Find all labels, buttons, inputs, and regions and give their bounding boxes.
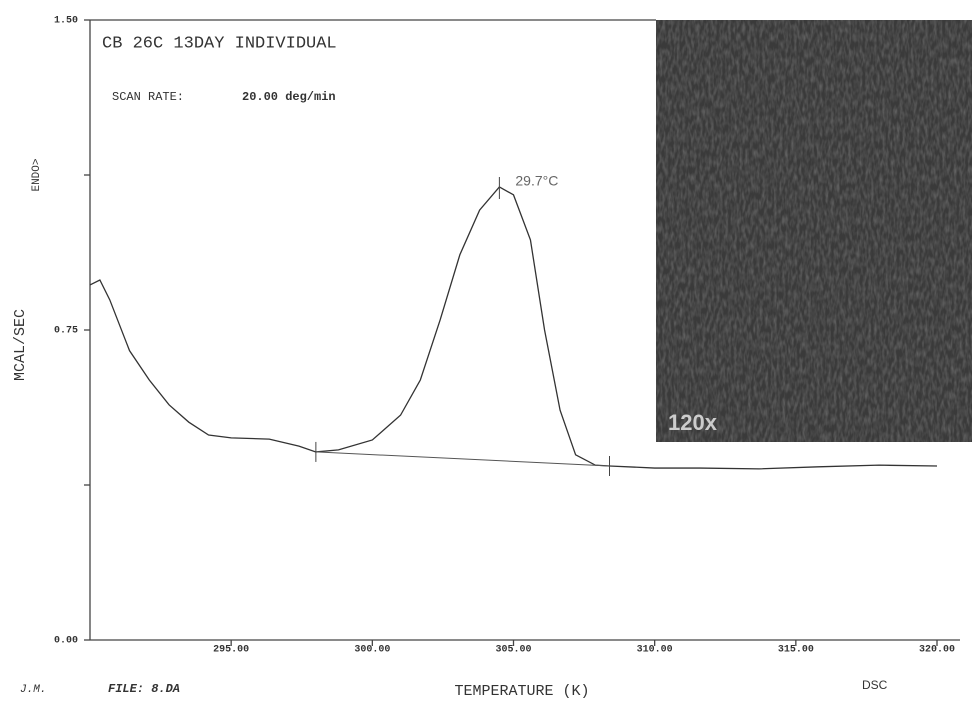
inset-label: 120x: [668, 410, 718, 435]
baseline: [315, 451, 610, 467]
x-tick-label: 310.00: [637, 645, 673, 656]
y-tick-label: 1.50: [54, 16, 78, 27]
x-axis-label: TEMPERATURE (K): [454, 683, 589, 700]
x-tick-label: 300.00: [354, 645, 390, 656]
micrograph: [656, 20, 972, 442]
endo-label: ENDO>: [31, 158, 43, 191]
y-axis-label: MCAL/SEC: [12, 309, 29, 381]
x-tick-label: 320.00: [919, 645, 955, 656]
x-tick-label: 295.00: [213, 645, 249, 656]
scan-rate: 20.00 deg/min: [242, 90, 336, 104]
peak-label: 29.7°C: [515, 173, 558, 189]
x-tick-label: 315.00: [778, 645, 814, 656]
dsc-curve: [89, 186, 938, 470]
footer-initials: J.M.: [20, 684, 46, 696]
y-tick-label: 0.75: [54, 326, 78, 337]
footer-file: FILE: 8.DA: [108, 682, 180, 696]
x-tick-label: 305.00: [495, 645, 531, 656]
chart-title: CB 26C 13DAY INDIVIDUAL: [102, 34, 337, 53]
footer-instrument: DSC: [862, 678, 888, 692]
y-tick-label: 0.00: [54, 636, 78, 647]
scan-rate-label: SCAN RATE:: [112, 90, 184, 104]
